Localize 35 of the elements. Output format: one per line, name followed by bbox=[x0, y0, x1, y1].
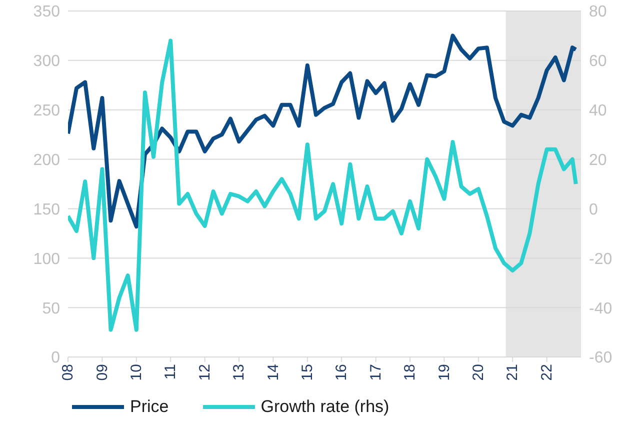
x-tick-label: 15 bbox=[299, 364, 316, 381]
y2-tick-label: 80 bbox=[589, 4, 607, 21]
x-tick-label: 18 bbox=[402, 364, 419, 381]
y2-tick-label: 40 bbox=[589, 102, 607, 120]
y-tick-label: 300 bbox=[33, 53, 60, 70]
x-tick-label: 11 bbox=[162, 364, 180, 380]
x-tick-label: 21 bbox=[504, 364, 522, 381]
x-tick-label: 14 bbox=[264, 364, 282, 381]
x-tick-label: 20 bbox=[470, 364, 488, 381]
x-tick-label: 09 bbox=[94, 364, 111, 381]
x-tick-label: 12 bbox=[196, 364, 214, 381]
y-tick-label: 50 bbox=[42, 300, 60, 318]
x-tick-label: 13 bbox=[230, 364, 248, 381]
y2-tick-label: 60 bbox=[589, 53, 607, 70]
legend-label: Price bbox=[130, 397, 169, 417]
y2-tick-label: 0 bbox=[589, 201, 598, 218]
x-tick-label: 08 bbox=[60, 364, 77, 381]
x-tick-label: 10 bbox=[128, 364, 146, 381]
y-tick-label: 350 bbox=[33, 4, 60, 21]
y-tick-label: 200 bbox=[33, 152, 60, 169]
x-tick-label: 22 bbox=[538, 364, 556, 381]
y2-tick-label: 20 bbox=[589, 152, 607, 169]
y-tick-label: 150 bbox=[33, 201, 60, 218]
y2-tick-label: -20 bbox=[589, 250, 612, 268]
line-series bbox=[68, 38, 578, 332]
x-tick-label: 17 bbox=[367, 364, 384, 381]
y2-tick-label: -60 bbox=[589, 350, 612, 367]
x-tick-label: 16 bbox=[333, 364, 350, 381]
x-tick-label: 19 bbox=[436, 364, 453, 381]
legend-label: Growth rate (rhs) bbox=[260, 397, 390, 417]
y2-tick-label: -40 bbox=[589, 300, 612, 318]
y-tick-label: 100 bbox=[33, 250, 60, 268]
line-series bbox=[68, 34, 578, 229]
y-tick-label: 0 bbox=[51, 350, 60, 367]
y-tick-label: 250 bbox=[33, 102, 60, 120]
